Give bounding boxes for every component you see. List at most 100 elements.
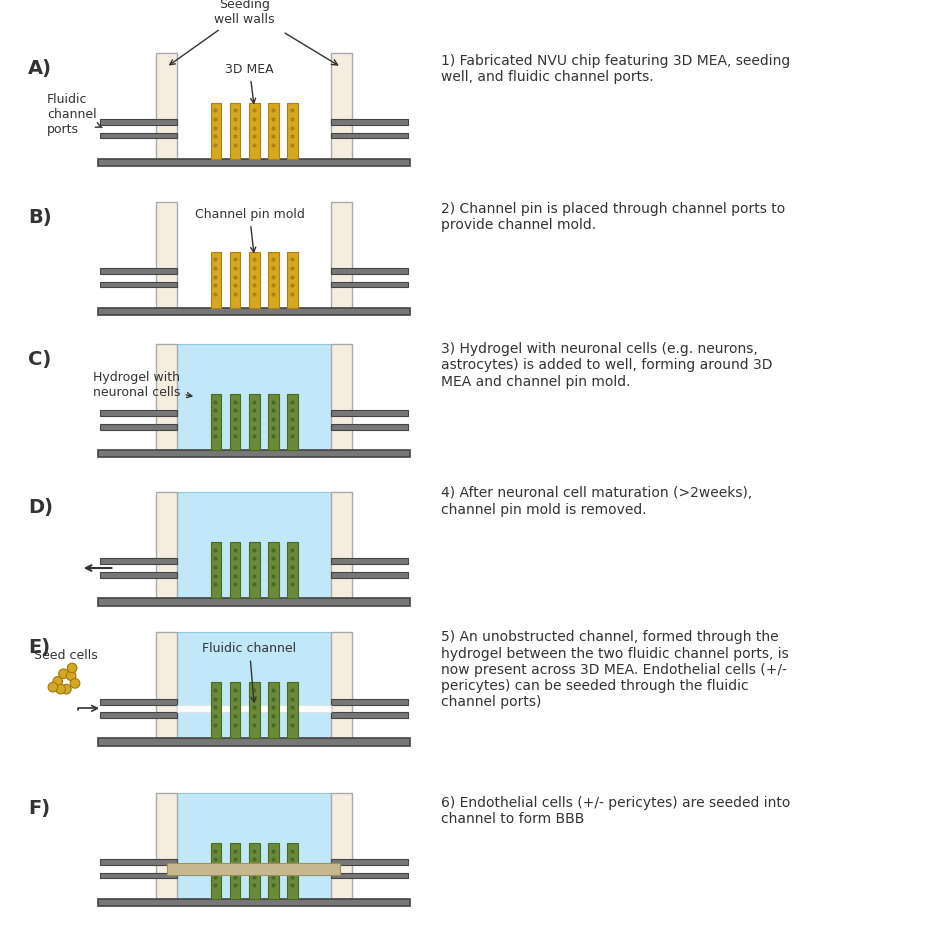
Bar xyxy=(156,53,177,159)
Bar xyxy=(229,682,241,738)
Bar xyxy=(330,492,352,598)
Bar xyxy=(100,133,177,138)
Circle shape xyxy=(59,669,68,679)
Bar xyxy=(288,682,298,738)
Bar xyxy=(330,282,408,288)
Bar xyxy=(100,424,177,430)
Text: 1) Fabricated NVU chip featuring 3D MEA, seeding
well, and fluidic channel ports: 1) Fabricated NVU chip featuring 3D MEA,… xyxy=(441,54,790,84)
Bar xyxy=(156,344,177,449)
Bar xyxy=(330,558,408,564)
Text: 6) Endothelial cells (+/- pericytes) are seeded into
channel to form BBB: 6) Endothelial cells (+/- pericytes) are… xyxy=(441,796,791,826)
Circle shape xyxy=(67,664,77,673)
Bar xyxy=(330,411,408,416)
Bar xyxy=(211,542,221,598)
Bar xyxy=(268,252,278,307)
Bar xyxy=(330,713,408,718)
Bar xyxy=(100,859,177,865)
Bar xyxy=(330,344,352,449)
Bar xyxy=(330,268,408,274)
Bar xyxy=(100,872,177,879)
Bar xyxy=(249,542,260,598)
Bar xyxy=(100,282,177,288)
Circle shape xyxy=(56,684,65,694)
Bar xyxy=(229,102,241,159)
Bar xyxy=(330,859,408,865)
Bar xyxy=(177,492,330,598)
Bar xyxy=(100,572,177,577)
Bar xyxy=(100,411,177,416)
Text: A): A) xyxy=(28,58,52,78)
Text: B): B) xyxy=(28,208,52,227)
Bar xyxy=(268,394,278,449)
Text: E): E) xyxy=(28,638,50,657)
Circle shape xyxy=(53,677,62,686)
Bar xyxy=(330,572,408,577)
Bar xyxy=(249,843,260,899)
Text: Seed cells: Seed cells xyxy=(35,650,98,662)
Bar xyxy=(330,872,408,879)
Bar xyxy=(268,102,278,159)
Bar xyxy=(156,202,177,307)
Bar xyxy=(156,793,177,899)
Bar xyxy=(211,252,221,307)
Bar xyxy=(268,843,278,899)
Bar xyxy=(330,202,352,307)
Text: Seeding
well walls: Seeding well walls xyxy=(170,0,275,65)
Bar xyxy=(211,394,221,449)
Text: 5) An unobstructed channel, formed through the
hydrogel between the two fluidic : 5) An unobstructed channel, formed throu… xyxy=(441,631,789,710)
Text: 4) After neuronal cell maturation (>2weeks),
channel pin mold is removed.: 4) After neuronal cell maturation (>2wee… xyxy=(441,486,752,516)
Text: 3) Hydrogel with neuronal cells (e.g. neurons,
astrocytes) is added to well, for: 3) Hydrogel with neuronal cells (e.g. ne… xyxy=(441,342,773,388)
Bar xyxy=(177,793,330,899)
Bar xyxy=(249,102,260,159)
Bar xyxy=(177,865,330,872)
Bar xyxy=(288,102,298,159)
Bar xyxy=(229,252,241,307)
Bar xyxy=(100,119,177,125)
Bar xyxy=(330,793,352,899)
Bar xyxy=(330,53,352,159)
Text: Fluidic channel: Fluidic channel xyxy=(202,642,296,702)
Circle shape xyxy=(66,671,76,681)
Bar xyxy=(288,843,298,899)
Bar xyxy=(288,252,298,307)
Bar xyxy=(330,633,352,738)
Bar xyxy=(156,492,177,598)
Text: C): C) xyxy=(28,350,51,368)
Bar xyxy=(211,843,221,899)
Bar xyxy=(100,558,177,564)
Circle shape xyxy=(48,682,58,692)
Text: Fluidic
channel
ports: Fluidic channel ports xyxy=(47,93,102,135)
Bar xyxy=(249,682,260,738)
Bar xyxy=(330,119,408,125)
Bar xyxy=(330,698,408,704)
Bar xyxy=(100,713,177,718)
Bar xyxy=(167,863,341,874)
Bar xyxy=(211,102,221,159)
Bar xyxy=(100,268,177,274)
Bar xyxy=(98,159,410,166)
Circle shape xyxy=(61,684,71,694)
Bar xyxy=(156,633,177,738)
Bar xyxy=(177,633,330,738)
Bar xyxy=(177,704,330,713)
Bar xyxy=(268,542,278,598)
Bar xyxy=(268,682,278,738)
Bar xyxy=(98,598,410,605)
Bar xyxy=(229,394,241,449)
Bar xyxy=(98,449,410,458)
Bar xyxy=(330,133,408,138)
Text: Hydrogel with
neuronal cells: Hydrogel with neuronal cells xyxy=(93,371,192,400)
Text: Channel pin mold: Channel pin mold xyxy=(194,208,304,252)
Text: F): F) xyxy=(28,799,50,818)
Bar xyxy=(211,682,221,738)
Text: 2) Channel pin is placed through channel ports to
provide channel mold.: 2) Channel pin is placed through channel… xyxy=(441,202,785,232)
Text: D): D) xyxy=(28,498,53,517)
Bar xyxy=(288,394,298,449)
Circle shape xyxy=(70,679,80,688)
Bar xyxy=(177,344,330,449)
Bar xyxy=(288,542,298,598)
Bar xyxy=(100,698,177,704)
Bar xyxy=(229,542,241,598)
Bar xyxy=(249,394,260,449)
Bar xyxy=(98,307,410,315)
